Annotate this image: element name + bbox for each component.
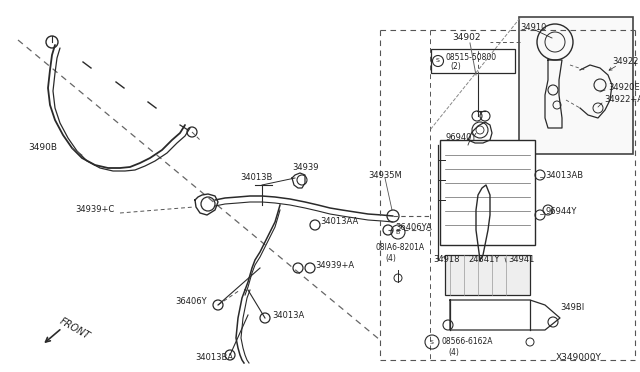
Text: 36406YA: 36406YA (395, 224, 432, 232)
Text: 34918: 34918 (433, 256, 460, 264)
Text: S: S (436, 58, 440, 64)
Text: 34013B: 34013B (240, 173, 273, 183)
Text: 3490B: 3490B (28, 144, 57, 153)
Text: 34941: 34941 (508, 256, 534, 264)
Text: 24341Y: 24341Y (468, 256, 499, 264)
Bar (445, 255, 530, 295)
Text: 96940Y: 96940Y (446, 134, 477, 142)
Text: B: B (396, 230, 400, 234)
Text: 36406Y: 36406Y (175, 298, 207, 307)
Text: 34935M: 34935M (368, 170, 402, 180)
Text: 08566-6162A: 08566-6162A (442, 337, 493, 346)
Text: 34910: 34910 (520, 23, 547, 32)
Text: 34939+C: 34939+C (75, 205, 115, 215)
Text: 34013AB: 34013AB (545, 170, 583, 180)
Text: 34939+A: 34939+A (315, 260, 354, 269)
Text: (2): (2) (450, 62, 461, 71)
Text: 34013A: 34013A (272, 311, 304, 321)
FancyBboxPatch shape (431, 49, 515, 73)
Text: FRONT: FRONT (58, 316, 92, 341)
Bar (440, 140, 535, 245)
FancyBboxPatch shape (519, 17, 633, 154)
Text: (4): (4) (385, 253, 396, 263)
Text: S: S (430, 340, 434, 344)
Text: 34922+A: 34922+A (604, 96, 640, 105)
Text: 34920E: 34920E (608, 83, 639, 93)
Text: X349000Y: X349000Y (556, 353, 602, 362)
Text: 34922: 34922 (612, 58, 638, 67)
Text: 34939: 34939 (292, 164, 319, 173)
Text: 08IA6-8201A: 08IA6-8201A (375, 244, 424, 253)
Text: 08515-50800: 08515-50800 (445, 52, 496, 61)
Text: 349BI: 349BI (560, 304, 584, 312)
Text: 34013BA: 34013BA (195, 353, 233, 362)
Text: (4): (4) (448, 349, 459, 357)
Text: 34902: 34902 (452, 33, 481, 42)
Text: 96944Y: 96944Y (545, 208, 577, 217)
Text: 34013AA: 34013AA (320, 218, 358, 227)
